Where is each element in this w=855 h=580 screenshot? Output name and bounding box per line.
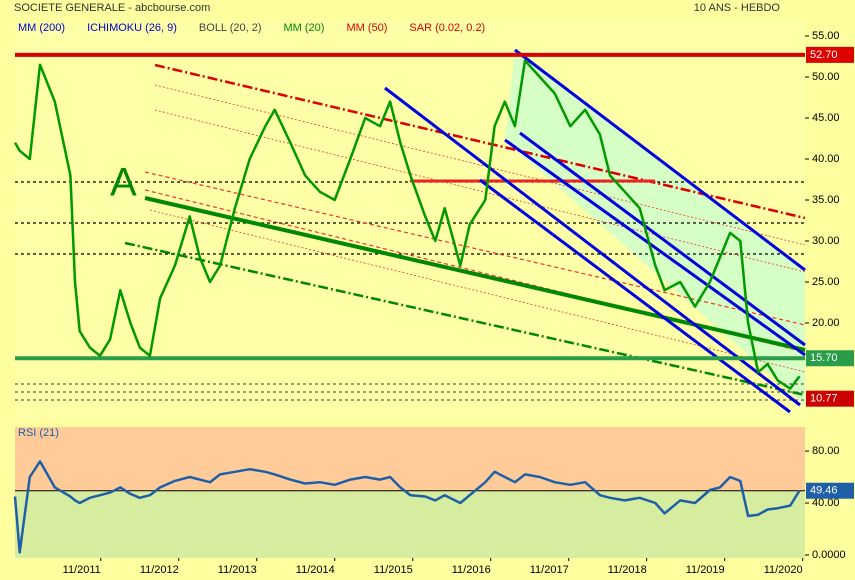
x-tick-label: 11/2016 xyxy=(452,564,491,576)
y-tick-label: 45.00 xyxy=(812,112,840,124)
channel-fill xyxy=(505,50,805,405)
series-line xyxy=(13,59,801,390)
legend-item: SAR (0.02, 0.2) xyxy=(409,22,485,34)
overbought-zone xyxy=(15,427,805,491)
rsi-title: RSI (21) xyxy=(18,427,59,439)
level-label: 52.70 xyxy=(810,49,838,61)
legend-item: BOLL (20, 2) xyxy=(199,22,262,34)
level-box xyxy=(806,46,854,63)
y-tick-label: 20.00 xyxy=(812,317,840,329)
trend-line-dashed xyxy=(124,241,806,397)
level-label: 10.77 xyxy=(810,393,838,405)
x-tick-label: 11/2012 xyxy=(140,564,179,576)
level-label: 15.70 xyxy=(810,352,838,364)
level-label: 49.46 xyxy=(810,485,838,497)
y-tick-label: 40.00 xyxy=(812,153,840,165)
y-tick-label: 0.0000 xyxy=(812,549,846,561)
y-tick-label: 40.00 xyxy=(812,497,840,509)
x-tick-label: 11/2014 xyxy=(296,564,335,576)
y-tick-label: 55.00 xyxy=(812,30,840,42)
y-tick-label: 35.00 xyxy=(812,194,840,206)
chart-title: SOCIETE GENERALE - abcbourse.com xyxy=(14,2,210,14)
x-tick-label: 11/2011 xyxy=(63,564,101,576)
annotation: A xyxy=(110,161,137,205)
resistance-line xyxy=(154,63,806,220)
legend-item: MM (200) xyxy=(18,22,65,34)
x-tick-label: 11/2020 xyxy=(764,564,803,576)
chart-subtitle: 10 ANS - HEBDO xyxy=(694,2,781,14)
legend-item: ICHIMOKU (26, 9) xyxy=(87,22,177,34)
y-tick-label: 80.00 xyxy=(812,445,840,457)
series-line xyxy=(13,460,801,554)
red-channel xyxy=(144,84,806,373)
y-tick-label: 50.00 xyxy=(812,71,840,83)
x-tick-label: 11/2019 xyxy=(686,564,725,576)
x-tick-label: 11/2018 xyxy=(608,564,647,576)
y-tick-label: 30.00 xyxy=(812,235,840,247)
y-tick-label: 25.00 xyxy=(812,276,840,288)
x-tick-label: 11/2017 xyxy=(530,564,569,576)
legend-item: MM (50) xyxy=(346,22,387,34)
x-tick-label: 11/2015 xyxy=(374,564,413,576)
level-box xyxy=(806,390,854,407)
blue-channel xyxy=(384,48,806,414)
level-box xyxy=(806,482,854,499)
x-tick-label: 11/2013 xyxy=(218,564,257,576)
oversold-zone xyxy=(15,490,805,558)
legend-item: MM (20) xyxy=(284,22,325,34)
level-box xyxy=(806,350,854,367)
